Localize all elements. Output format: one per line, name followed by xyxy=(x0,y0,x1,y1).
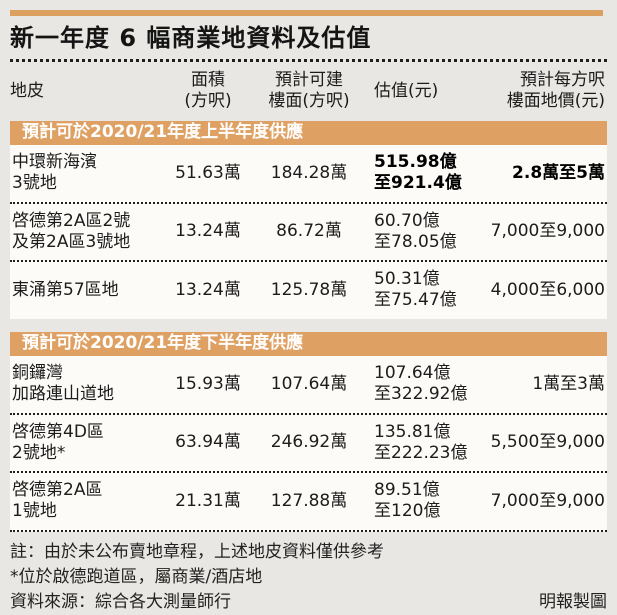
table-row: 東涌第57區地 13.24萬 125.78萬 50.31億 至75.47億 4,… xyxy=(10,260,607,319)
table-row: 啓德第2A區 1號地 21.31萬 127.88萬 89.51億 至120億 7… xyxy=(10,471,607,530)
table-header-row: 地皮 面積 (方呎) 預計可建 樓面(方呎) 估值(元) 預計每方呎 樓面地價(… xyxy=(10,62,607,121)
cell-valuation: 89.51億 至120億 xyxy=(374,480,441,522)
column-header-land: 地皮 xyxy=(10,80,44,101)
title-divider xyxy=(10,59,607,62)
cell-area: 13.24萬 xyxy=(175,279,241,300)
cell-area: 21.31萬 xyxy=(175,490,241,511)
table-row: 啓德第2A區2號 及第2A區3號地 13.24萬 86.72萬 60.70億 至… xyxy=(10,201,607,261)
cell-valuation: 135.81億 至222.23億 xyxy=(374,421,468,463)
section-header-second-half: 預計可於2020/21年度下半年度供應 xyxy=(10,331,607,357)
credit: 明報製圖 xyxy=(539,591,607,612)
cell-land-name: 中環新海濱 3號地 xyxy=(12,152,97,194)
cell-land-name: 銅鑼灣 加路連山道地 xyxy=(12,363,114,405)
table-row: 啓德第4D區 2號地* 63.94萬 246.92萬 135.81億 至222.… xyxy=(10,412,607,472)
cell-gfa: 184.28萬 xyxy=(270,162,348,183)
section-body-second-half: 銅鑼灣 加路連山道地 15.93萬 107.64萬 107.64億 至322.9… xyxy=(10,356,607,532)
cell-price: 7,000至9,000 xyxy=(490,490,605,511)
cell-gfa: 107.64萬 xyxy=(270,373,348,394)
cell-price: 2.8萬至5萬 xyxy=(512,162,605,183)
footnotes: 註：由於未公布賣地章程，上述地皮資料僅供參考 *位於啟德跑道區，屬商業/酒店地 … xyxy=(10,540,607,615)
cell-land-name: 啓德第2A區2號 及第2A區3號地 xyxy=(12,210,131,252)
cell-price: 5,500至9,000 xyxy=(490,432,605,453)
page-title: 新一年度 6 幅商業地資料及估值 xyxy=(10,24,372,52)
cell-gfa: 125.78萬 xyxy=(270,279,348,300)
column-header-price: 預計每方呎 樓面地價(元) xyxy=(506,70,605,112)
cell-land-name: 啓德第4D區 2號地* xyxy=(12,421,104,463)
footnote-disclaimer: 註：由於未公布賣地章程，上述地皮資料僅供參考 xyxy=(10,541,384,562)
table-row: 中環新海濱 3號地 51.63萬 184.28萬 515.98億 至921.4億… xyxy=(10,145,607,202)
cell-land-name: 啓德第2A區 1號地 xyxy=(12,480,103,522)
cell-area: 15.93萬 xyxy=(175,373,241,394)
cell-gfa: 246.92萬 xyxy=(270,432,348,453)
cell-price: 7,000至9,000 xyxy=(490,221,605,242)
footnote-asterisk: *位於啟德跑道區，屬商業/酒店地 xyxy=(10,566,263,587)
section-body-first-half: 中環新海濱 3號地 51.63萬 184.28萬 515.98億 至921.4億… xyxy=(10,145,607,319)
column-header-gfa: 預計可建 樓面(方呎) xyxy=(268,70,350,112)
data-source: 資料來源：綜合各大測量師行 xyxy=(10,591,231,612)
cell-gfa: 127.88萬 xyxy=(270,490,348,511)
cell-price: 1萬至3萬 xyxy=(532,373,605,394)
cell-valuation: 107.64億 至322.92億 xyxy=(374,363,468,405)
cell-price: 4,000至6,000 xyxy=(490,279,605,300)
cell-area: 63.94萬 xyxy=(175,432,241,453)
cell-land-name: 東涌第57區地 xyxy=(12,279,119,300)
cell-gfa: 86.72萬 xyxy=(276,221,342,242)
cell-valuation: 515.98億 至921.4億 xyxy=(374,152,462,194)
top-accent-bar xyxy=(10,10,603,16)
section-header-first-half: 預計可於2020/21年度上半年度供應 xyxy=(10,120,607,146)
cell-area: 13.24萬 xyxy=(175,221,241,242)
cell-valuation: 60.70億 至78.05億 xyxy=(374,210,457,252)
column-header-area: 面積 (方呎) xyxy=(184,70,232,112)
table-row: 銅鑼灣 加路連山道地 15.93萬 107.64萬 107.64億 至322.9… xyxy=(10,356,607,413)
cell-area: 51.63萬 xyxy=(175,162,241,183)
column-header-valuation: 估值(元) xyxy=(374,80,439,101)
cell-valuation: 50.31億 至75.47億 xyxy=(374,269,457,311)
